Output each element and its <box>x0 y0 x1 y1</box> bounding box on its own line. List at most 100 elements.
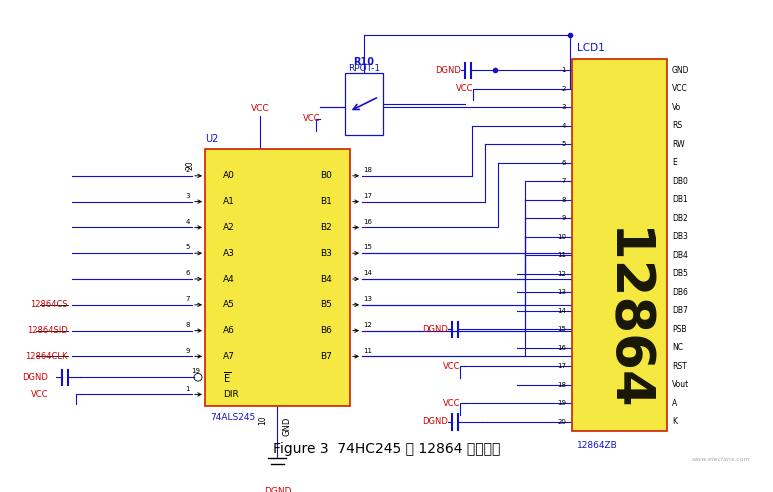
Text: DGND: DGND <box>22 373 48 382</box>
Text: 17: 17 <box>557 364 566 369</box>
Text: GND: GND <box>672 66 690 75</box>
Text: B4: B4 <box>320 275 332 283</box>
Text: A7: A7 <box>223 352 235 361</box>
Text: 8: 8 <box>186 322 190 328</box>
Text: 15: 15 <box>557 326 566 333</box>
Text: 15: 15 <box>363 245 372 250</box>
Text: 13: 13 <box>363 296 372 302</box>
Text: 12864CLK: 12864CLK <box>26 352 68 361</box>
Text: 20: 20 <box>557 419 566 425</box>
Text: GND: GND <box>282 417 291 436</box>
Text: VCC: VCC <box>442 399 460 408</box>
Text: 12864: 12864 <box>598 228 650 411</box>
Text: B2: B2 <box>320 223 332 232</box>
Text: 7: 7 <box>186 296 190 302</box>
Text: RST: RST <box>672 362 686 371</box>
Text: 4: 4 <box>562 123 566 129</box>
Text: B1: B1 <box>320 197 332 206</box>
Text: K: K <box>672 418 677 427</box>
Text: PSB: PSB <box>672 325 686 334</box>
Text: Vo: Vo <box>672 103 681 112</box>
Text: VCC: VCC <box>302 114 320 123</box>
Text: B5: B5 <box>320 300 332 309</box>
Text: 3: 3 <box>561 104 566 110</box>
Text: 12: 12 <box>363 322 372 328</box>
Text: 2: 2 <box>562 86 566 92</box>
Text: B6: B6 <box>320 326 332 335</box>
Text: U2: U2 <box>205 134 219 145</box>
Text: 16: 16 <box>363 218 372 224</box>
Text: 9: 9 <box>561 215 566 221</box>
Text: A4: A4 <box>223 275 235 283</box>
Text: B0: B0 <box>320 171 332 181</box>
Text: LCD1: LCD1 <box>577 43 604 53</box>
Text: 14: 14 <box>363 270 372 276</box>
Bar <box>205 149 350 406</box>
Text: VCC: VCC <box>442 362 460 371</box>
Text: RS: RS <box>672 122 682 130</box>
Text: A2: A2 <box>223 223 235 232</box>
Text: 18: 18 <box>557 382 566 388</box>
Text: Vout: Vout <box>672 380 690 390</box>
Text: 7: 7 <box>561 179 566 184</box>
Text: DB5: DB5 <box>672 270 688 278</box>
Text: 1: 1 <box>561 67 566 73</box>
Text: 12864CS: 12864CS <box>30 300 68 309</box>
Text: 10: 10 <box>557 234 566 240</box>
Text: 4: 4 <box>186 218 190 224</box>
Text: 16: 16 <box>557 345 566 351</box>
Text: 17: 17 <box>363 193 372 199</box>
Text: E: E <box>672 158 676 167</box>
Text: $\overline{\mathrm{E}}$: $\overline{\mathrm{E}}$ <box>223 370 231 385</box>
Text: 74ALS245: 74ALS245 <box>210 413 255 423</box>
Text: VCC: VCC <box>250 104 270 113</box>
Text: DB7: DB7 <box>672 307 688 315</box>
Text: 11: 11 <box>363 347 372 354</box>
Text: 10: 10 <box>258 415 267 425</box>
Text: 9: 9 <box>186 347 190 354</box>
Text: 8: 8 <box>561 197 566 203</box>
Text: VCC: VCC <box>455 84 473 93</box>
Text: www.elecfans.com: www.elecfans.com <box>691 457 750 462</box>
Bar <box>345 73 383 135</box>
Text: DIR: DIR <box>223 390 239 399</box>
Text: 12: 12 <box>557 271 566 277</box>
Text: 20: 20 <box>186 160 195 170</box>
Text: 19: 19 <box>191 368 200 373</box>
Text: 3: 3 <box>186 193 190 199</box>
Text: 6: 6 <box>561 160 566 166</box>
Text: B3: B3 <box>320 249 332 258</box>
Text: B7: B7 <box>320 352 332 361</box>
Text: A: A <box>672 399 677 408</box>
Text: 18: 18 <box>363 167 372 173</box>
Text: 1: 1 <box>186 386 190 392</box>
Text: 19: 19 <box>557 400 566 406</box>
Text: 6: 6 <box>186 270 190 276</box>
Text: DB4: DB4 <box>672 251 688 260</box>
Text: 2: 2 <box>186 167 190 173</box>
Text: DB0: DB0 <box>672 177 688 186</box>
Text: DGND: DGND <box>422 325 448 334</box>
Text: 5: 5 <box>562 141 566 148</box>
Text: 11: 11 <box>557 252 566 258</box>
Text: DB2: DB2 <box>672 214 688 223</box>
Text: 12864ZB: 12864ZB <box>577 441 618 450</box>
Text: 13: 13 <box>557 289 566 295</box>
Text: A5: A5 <box>223 300 235 309</box>
Text: NC: NC <box>672 343 683 352</box>
Text: DB1: DB1 <box>672 195 688 204</box>
Text: Figure 3  74HC245 与 12864 驱动电路: Figure 3 74HC245 与 12864 驱动电路 <box>273 442 500 456</box>
Text: R10: R10 <box>353 58 374 67</box>
Text: A0: A0 <box>223 171 235 181</box>
Text: A6: A6 <box>223 326 235 335</box>
Text: DGND: DGND <box>435 66 461 75</box>
Text: DB3: DB3 <box>672 232 688 242</box>
Text: A1: A1 <box>223 197 235 206</box>
Text: 14: 14 <box>557 308 566 314</box>
Bar <box>572 59 667 431</box>
Text: VCC: VCC <box>30 390 48 399</box>
Text: DGND: DGND <box>264 487 291 492</box>
Text: VCC: VCC <box>672 84 688 93</box>
Text: DB6: DB6 <box>672 288 688 297</box>
Text: DGND: DGND <box>422 418 448 427</box>
